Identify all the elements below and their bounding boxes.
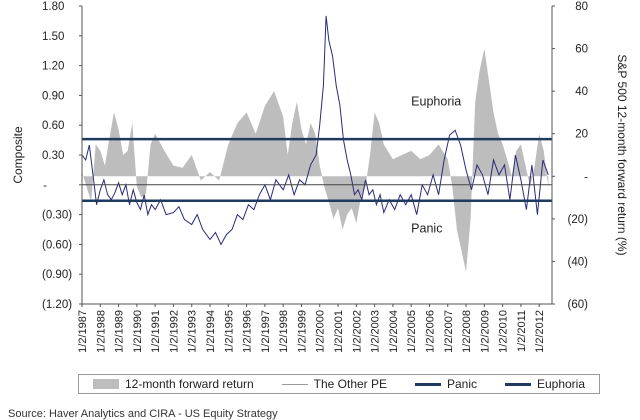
- legend-item-euphoria: Euphoria: [504, 377, 586, 391]
- x-tick-label: 1/2/2009: [479, 310, 491, 353]
- x-tick-label: 1/2/2002: [351, 310, 363, 353]
- legend-item-panic: Panic: [414, 377, 478, 391]
- source-note: Source: Haver Analytics and CIRA - US Eq…: [8, 408, 278, 420]
- right-tick-label: -: [584, 171, 588, 183]
- left-axis-title: Composite: [11, 126, 25, 184]
- x-tick-label: 1/2/1998: [278, 310, 290, 353]
- right-tick-label: (60): [568, 299, 589, 311]
- left-tick-label: (0.30): [42, 210, 72, 222]
- chart-axes: [79, 5, 555, 307]
- x-tick-label: 1/2/1992: [168, 310, 180, 353]
- x-tick-label: 1/2/1991: [150, 310, 162, 353]
- left-tick-label: (0.60): [42, 239, 72, 251]
- left-tick-label: (1.20): [42, 299, 72, 311]
- x-tick-label: 1/2/1995: [223, 310, 235, 353]
- area-swatch: [92, 379, 119, 389]
- threshold-lines: [82, 137, 552, 202]
- x-tick-label: 1/2/1989: [114, 310, 126, 353]
- x-tick-label: 1/2/1993: [187, 310, 199, 353]
- pe-line-swatch: [281, 383, 308, 385]
- left-tick-label: 0.60: [42, 120, 64, 132]
- right-tick-label: 40: [575, 86, 588, 98]
- x-tick-label: 1/2/2010: [498, 310, 510, 353]
- panic-line-swatch: [414, 382, 441, 386]
- x-tick-label: 1/2/2003: [370, 310, 382, 353]
- left-tick-label: 0.30: [42, 150, 64, 162]
- legend-label-euphoria: Euphoria: [536, 377, 586, 391]
- legend-label-forward-return: 12-month forward return: [124, 377, 254, 391]
- right-tick-label: (20): [568, 214, 589, 226]
- legend-label-other-pe: The Other PE: [313, 377, 388, 391]
- x-tick-label: 1/2/2001: [333, 310, 345, 353]
- annotations: Euphoria Panic: [411, 94, 461, 235]
- x-tick-label: 1/2/1988: [95, 310, 107, 353]
- left-tick-label: (0.90): [42, 269, 72, 281]
- left-tick-label: 1.50: [42, 31, 64, 43]
- x-tick-label: 1/2/2005: [406, 310, 418, 353]
- x-tick-label: 1/2/1997: [260, 310, 272, 353]
- x-tick-label: 1/2/1990: [132, 310, 144, 353]
- euphoria-line-swatch: [504, 382, 531, 386]
- right-tick-label: 60: [575, 44, 588, 56]
- composite-chart: 1.80 1.50 1.20 0.90 0.60 0.30 - (0.30) (0.60) (0.…: [11, 1, 629, 353]
- x-tick-label: 1/2/1999: [296, 310, 308, 353]
- euphoria-annotation: Euphoria: [411, 94, 461, 108]
- legend-item-forward-return: 12-month forward return: [92, 377, 254, 391]
- legend-label-panic: Panic: [446, 377, 478, 391]
- x-tick-label: 1/2/2004: [388, 310, 400, 353]
- x-tick-label: 1/2/2006: [424, 310, 436, 353]
- chart-legend: 12-month forward return The Other PE Pan…: [78, 374, 600, 394]
- x-tick-label: 1/2/1994: [205, 310, 217, 353]
- x-tick-label: 1/2/2007: [443, 310, 455, 353]
- x-tick-label: 1/2/2011: [516, 310, 528, 352]
- left-tick-label: 0.90: [42, 90, 64, 102]
- tick-labels: 1.80 1.50 1.20 0.90 0.60 0.30 - (0.30) (0.60) (0.…: [42, 1, 588, 353]
- forward-return-area: [82, 48, 549, 273]
- right-tick-label: 80: [575, 1, 588, 13]
- legend-item-other-pe: The Other PE: [281, 377, 388, 391]
- x-tick-label: 1/2/2012: [534, 310, 546, 353]
- x-tick-label: 1/2/2000: [315, 310, 327, 353]
- x-tick-label: 1/2/2008: [461, 310, 473, 353]
- right-tick-label: (40): [568, 256, 589, 268]
- panic-annotation: Panic: [411, 222, 442, 236]
- right-axis-title: S&P 500 12-month forward return (%): [615, 54, 629, 255]
- forward-return-area-path: [82, 48, 549, 273]
- x-tick-label: 1/2/1987: [77, 310, 89, 353]
- left-tick-label: 1.80: [42, 1, 64, 13]
- left-tick-label: 1.20: [42, 61, 64, 73]
- x-tick-label: 1/2/1996: [242, 310, 254, 353]
- left-tick-label: -: [43, 180, 47, 192]
- right-tick-label: 20: [575, 129, 588, 141]
